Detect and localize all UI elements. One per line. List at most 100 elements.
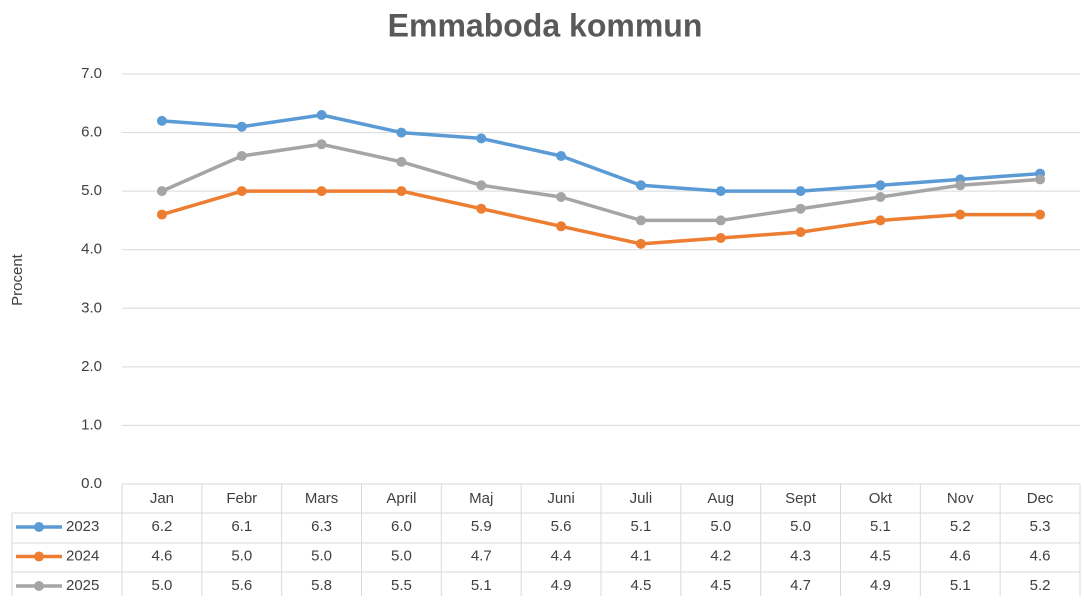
- table-cell: 5.8: [311, 577, 332, 594]
- table-cell: 6.1: [231, 518, 252, 535]
- table-cell: 5.1: [630, 518, 651, 535]
- table-cell: 4.7: [790, 577, 811, 594]
- data-point: [316, 139, 327, 150]
- table-cell: 4.1: [630, 547, 651, 564]
- data-point: [635, 180, 646, 191]
- table-cell: 4.3: [790, 547, 811, 564]
- table-cell: 5.0: [311, 547, 332, 564]
- table-cell: 4.7: [471, 547, 492, 564]
- y-tick-label: 5.0: [81, 182, 102, 199]
- y-axis-label: Procent: [9, 253, 26, 306]
- data-point: [635, 238, 646, 249]
- x-tick-label: Okt: [869, 490, 893, 507]
- x-tick-label: Juni: [547, 490, 575, 507]
- data-point: [316, 186, 327, 197]
- y-tick-label: 4.0: [81, 241, 102, 258]
- table-cell: 4.4: [551, 547, 572, 564]
- data-point: [556, 151, 567, 161]
- table-cell: 5.0: [151, 577, 172, 594]
- table-cell: 5.3: [1030, 518, 1051, 535]
- table-cell: 5.6: [551, 518, 572, 535]
- data-point: [556, 192, 567, 202]
- table-cell: 5.5: [391, 577, 412, 594]
- x-tick-label: Jan: [150, 490, 174, 507]
- legend-key: [34, 581, 44, 591]
- data-point: [396, 186, 407, 197]
- y-tick-label: 6.0: [81, 124, 102, 141]
- series-line: [161, 189, 1041, 246]
- data-point: [476, 133, 487, 144]
- table-cell: 5.0: [391, 547, 412, 564]
- table-cell: 5.1: [471, 577, 492, 594]
- y-tick-label: 3.0: [81, 299, 102, 316]
- series-line: [161, 142, 1041, 223]
- table-cell: 5.0: [231, 547, 252, 564]
- data-point: [795, 186, 806, 197]
- data-point: [156, 186, 167, 197]
- y-tick-label: 7.0: [81, 65, 102, 82]
- legend-key: [34, 551, 44, 562]
- y-tick-label: 2.0: [81, 358, 102, 375]
- data-point: [316, 110, 327, 120]
- x-tick-label: Juli: [630, 490, 653, 507]
- x-tick-label: Sept: [785, 490, 817, 507]
- y-tick-label: 1.0: [81, 416, 102, 433]
- table-cell: 5.9: [471, 518, 492, 535]
- x-tick-label: Aug: [707, 490, 734, 507]
- table-cell: 4.6: [151, 547, 172, 564]
- data-point: [795, 227, 806, 238]
- x-tick-label: Mars: [305, 490, 338, 507]
- data-point: [556, 221, 567, 232]
- table-cell: 5.0: [710, 518, 731, 535]
- data-point: [236, 151, 247, 161]
- table-cell: 5.1: [950, 577, 971, 594]
- data-point: [875, 192, 886, 202]
- table-cell: 4.6: [1030, 547, 1051, 564]
- table-cell: 4.2: [710, 547, 731, 564]
- x-tick-label: Dec: [1027, 490, 1054, 507]
- data-point: [156, 209, 167, 220]
- data-point: [875, 180, 886, 191]
- data-point: [396, 127, 407, 138]
- data-point: [795, 203, 806, 214]
- data-point: [236, 121, 247, 132]
- legend-label: 2025: [66, 577, 99, 594]
- table-cell: 6.0: [391, 518, 412, 535]
- data-point: [715, 233, 726, 243]
- data-point: [1035, 174, 1046, 185]
- y-tick-label: 0.0: [81, 475, 102, 492]
- legend-label: 2023: [66, 518, 99, 535]
- data-point: [236, 186, 247, 197]
- table-cell: 5.2: [1030, 577, 1051, 594]
- table-cell: 4.6: [950, 547, 971, 564]
- chart-title: Emmaboda kommun: [388, 7, 703, 43]
- table-cell: 5.0: [790, 518, 811, 535]
- data-point: [955, 209, 966, 220]
- data-point: [715, 215, 726, 226]
- data-point: [955, 180, 966, 191]
- table-cell: 4.9: [551, 577, 572, 594]
- data-point: [476, 180, 487, 191]
- x-tick-label: Febr: [226, 490, 257, 507]
- data-point: [875, 215, 886, 226]
- table-cell: 5.2: [950, 518, 971, 535]
- table-cell: 5.1: [870, 518, 891, 535]
- x-tick-label: April: [386, 490, 416, 507]
- table-cell: 4.9: [870, 577, 891, 594]
- data-point: [715, 186, 726, 197]
- data-point: [156, 115, 167, 126]
- data-point: [635, 215, 646, 226]
- legend-label: 2024: [66, 547, 99, 564]
- x-tick-label: Maj: [469, 490, 493, 507]
- data-point: [1035, 209, 1046, 220]
- table-cell: 4.5: [710, 577, 731, 594]
- table-cell: 6.3: [311, 518, 332, 535]
- x-tick-label: Nov: [947, 490, 974, 507]
- data-point: [396, 156, 407, 167]
- table-cell: 5.6: [231, 577, 252, 594]
- data-point: [476, 203, 487, 214]
- series-line: [161, 113, 1041, 193]
- table-cell: 6.2: [151, 518, 172, 535]
- legend-key: [34, 522, 44, 532]
